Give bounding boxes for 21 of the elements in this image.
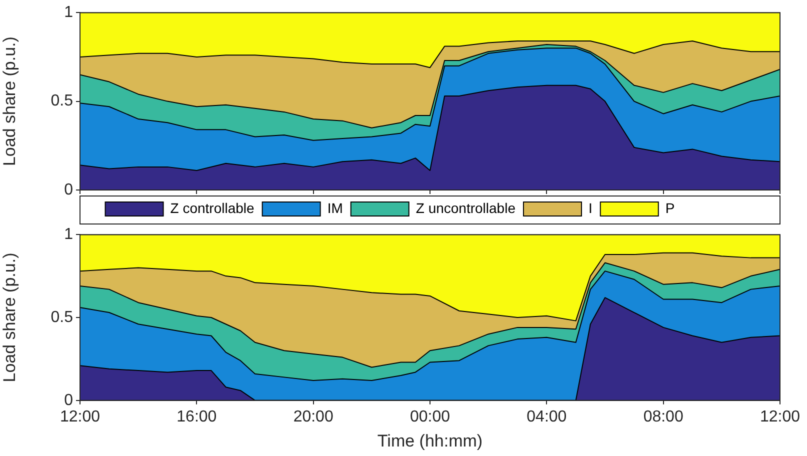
y-axis-title: Load share (p.u.) [0, 252, 19, 382]
legend-label: IM [327, 200, 343, 216]
legend-label: Z uncontrollable [416, 200, 516, 216]
y-axis-title: Load share (p.u.) [0, 36, 19, 166]
x-tick-label: 00:00 [410, 408, 450, 426]
y-tick-label: 1 [64, 4, 74, 22]
x-tick-label: 04:00 [526, 408, 567, 426]
y-tick-label: 0.5 [50, 308, 74, 326]
legend-label: P [665, 200, 675, 216]
legend-label: Z controllable [170, 200, 255, 216]
x-tick-label: 16:00 [176, 408, 217, 426]
x-tick-label: 20:00 [293, 408, 334, 426]
y-tick-label: 1 [64, 226, 74, 244]
x-tick-label: 12:00 [760, 408, 800, 426]
y-tick-label: 0 [64, 181, 74, 198]
x-axis-title: Time (hh:mm) [377, 431, 483, 450]
legend-label: I [588, 200, 592, 216]
x-tick-label: 12:00 [60, 408, 100, 426]
y-tick-label: 0 [64, 392, 74, 409]
y-tick-label: 0.5 [50, 92, 74, 110]
x-tick-label: 08:00 [643, 408, 684, 426]
